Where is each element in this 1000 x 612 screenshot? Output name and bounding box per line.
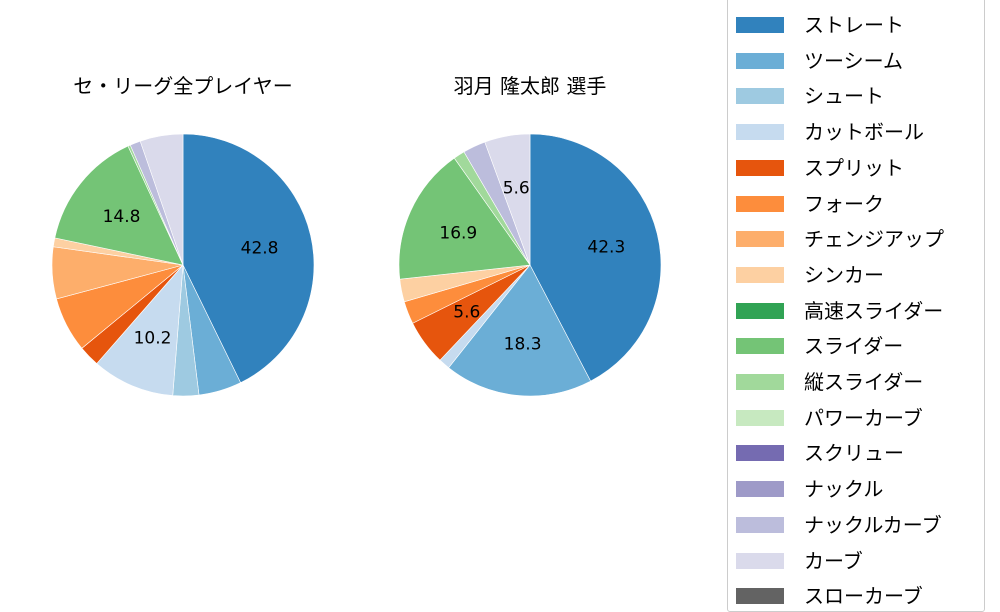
slice-value-label: 42.3 — [587, 237, 625, 257]
slice-value-label: 5.6 — [453, 303, 480, 323]
slice-value-label: 14.8 — [103, 207, 141, 227]
legend-swatch — [736, 231, 784, 248]
pie-slice — [182, 133, 315, 384]
legend-label: シュート — [804, 84, 884, 109]
legend-swatch — [736, 481, 784, 498]
legend-swatch — [736, 409, 784, 426]
legend-label: フォーク — [804, 191, 884, 216]
right-chart-title: 羽月 隆太郎 選手 — [453, 74, 607, 98]
legend-label: ストレート — [804, 13, 904, 37]
legend-label: シンカー — [804, 262, 884, 287]
legend-label: ナックル — [804, 477, 884, 502]
legend-label: パワーカーブ — [804, 405, 923, 430]
left-chart-title: セ・リーグ全プレイヤー — [73, 74, 293, 98]
legend-label: カーブ — [804, 548, 863, 573]
pie-slice — [529, 133, 662, 382]
legend-swatch — [736, 552, 784, 569]
legend-label: スクリュー — [804, 441, 904, 466]
legend-label: チェンジアップ — [804, 227, 944, 252]
legend-swatch — [736, 124, 784, 141]
legend-swatch — [736, 374, 784, 390]
legend-swatch — [736, 52, 784, 69]
legend-swatch — [736, 516, 784, 533]
pie-slice — [139, 133, 184, 266]
legend-label: 縦スライダー — [804, 370, 924, 394]
player-pie-chart: 42.3 18.3 5.6 16.9 5.6 — [398, 133, 662, 397]
pie-slice — [54, 145, 184, 266]
legend-label: ナックルカーブ — [804, 512, 942, 537]
legend-swatch — [736, 159, 784, 176]
pie-slice — [96, 264, 184, 396]
slice-value-label: 18.3 — [504, 334, 542, 354]
slice-value-label: 16.9 — [439, 224, 477, 244]
legend-swatch — [736, 17, 784, 33]
legend-swatch — [736, 338, 784, 355]
legend-swatch — [736, 195, 784, 212]
pie-slice — [398, 157, 531, 280]
legend-label: カットボール — [804, 120, 924, 145]
slice-value-label: 10.2 — [134, 328, 172, 348]
legend-label: スローカーブ — [804, 584, 923, 609]
legend-swatch — [736, 266, 784, 283]
legend-swatch — [736, 445, 784, 462]
legend-swatch — [736, 88, 784, 105]
legend-label: スプリット — [804, 155, 904, 180]
pie-slice — [484, 133, 531, 266]
league-pie-chart: 42.8 10.2 14.8 — [51, 133, 315, 397]
pie-slice — [448, 264, 592, 397]
legend-label: 高速スライダー — [804, 298, 944, 323]
legend-swatch — [736, 302, 784, 319]
slice-value-label: 42.8 — [241, 238, 279, 258]
legend-swatch — [736, 588, 784, 605]
slice-value-label: 5.6 — [503, 179, 530, 199]
legend: ストレートツーシームシュートカットボール スプリットフォークチェンジアップ シンカー… — [727, 0, 985, 612]
legend-label: スライダー — [804, 334, 904, 359]
legend-label: ツーシーム — [804, 48, 903, 73]
